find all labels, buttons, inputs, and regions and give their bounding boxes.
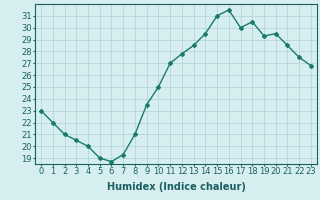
X-axis label: Humidex (Indice chaleur): Humidex (Indice chaleur) (107, 182, 245, 192)
